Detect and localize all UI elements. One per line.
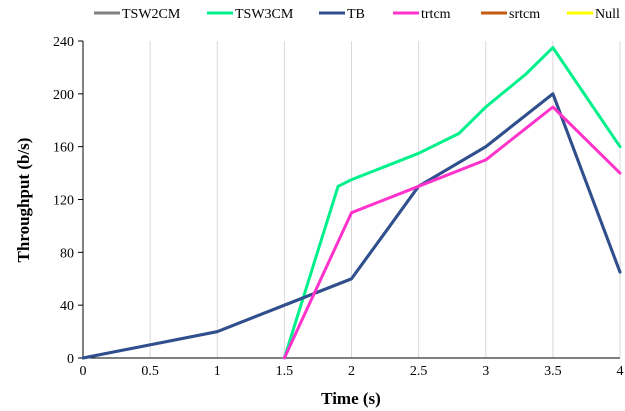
x-tick-label: 0: [80, 364, 87, 379]
grid-lines: [149, 41, 621, 358]
y-axis-title: Throughput (b/s): [14, 138, 33, 263]
series-line-tsw3cm: [282, 46, 622, 360]
legend-label-trtcm: trtcm: [421, 7, 451, 22]
legend-label-srtcm: srtcm: [509, 7, 540, 22]
x-tick-label: 0.5: [141, 364, 159, 379]
x-tick-label: 2: [348, 364, 355, 379]
y-tick-label: 240: [53, 35, 74, 50]
x-tick-label: 4: [617, 364, 624, 379]
x-tick-label: 3.5: [544, 364, 562, 379]
y-tick-label: 40: [60, 299, 74, 314]
legend-label-tb: TB: [347, 7, 365, 22]
y-tick-label: 80: [60, 246, 74, 261]
series-line-tb: [81, 92, 622, 360]
legend-label-null: Null: [595, 7, 620, 22]
legend: TSW2CM TSW3CM TB trtcm srtcm Null: [94, 7, 620, 22]
x-axis-title: Time (s): [321, 389, 381, 408]
axes: [78, 40, 620, 359]
y-tick-label: 120: [53, 194, 74, 209]
x-tick-label: 2.5: [410, 364, 428, 379]
x-tick-label: 1.5: [276, 364, 294, 379]
x-tick-label: 3: [482, 364, 489, 379]
legend-label-tsw3cm: TSW3CM: [235, 7, 294, 22]
series-group: [81, 46, 622, 360]
x-tick-label: 1: [214, 364, 221, 379]
y-tick-label: 160: [53, 141, 74, 156]
y-tick-label: 200: [53, 88, 74, 103]
legend-label-tsw2cm: TSW2CM: [122, 7, 181, 22]
series-line-trtcm: [282, 105, 622, 360]
y-tick-label: 0: [67, 352, 74, 367]
